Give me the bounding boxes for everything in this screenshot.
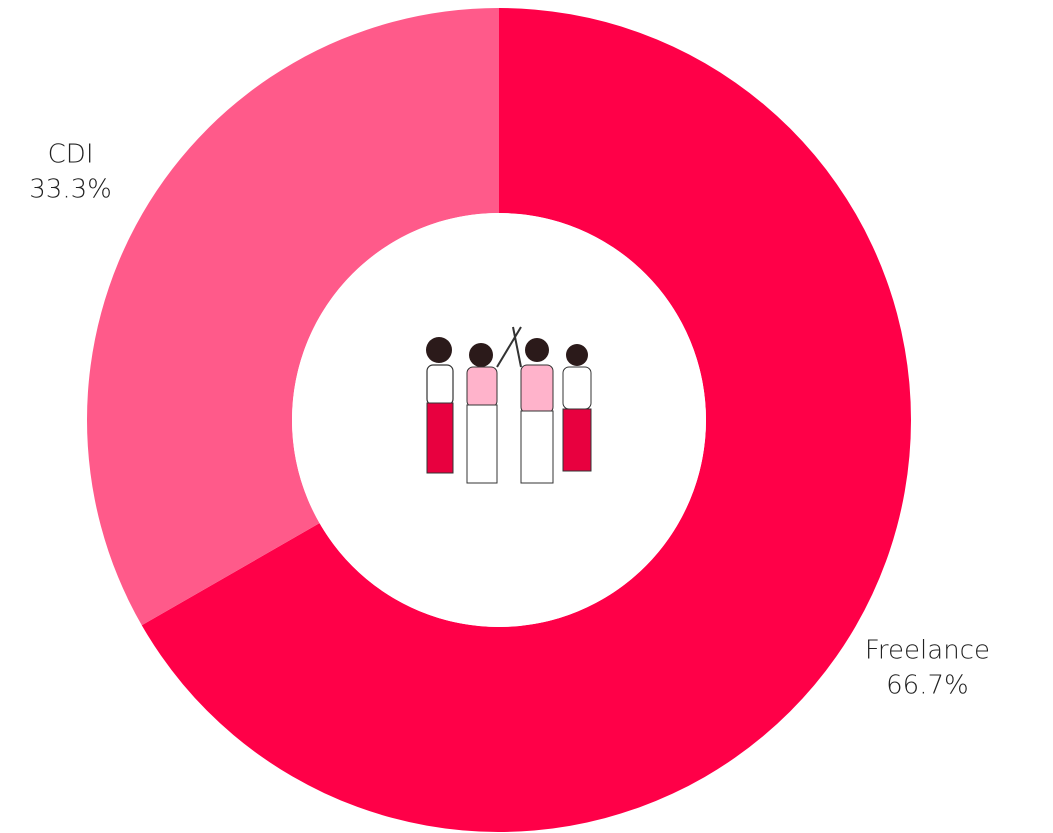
chart: Freelance 66.7% CDI 33.3% — [0, 0, 1053, 833]
slices — [87, 8, 911, 832]
slice-label: Freelance — [865, 635, 990, 665]
slice-value-label: 66.7% — [886, 670, 969, 700]
slice-value-label: 33.3% — [29, 175, 112, 205]
donut-hole — [292, 213, 706, 627]
slice-label: CDI — [48, 140, 94, 170]
